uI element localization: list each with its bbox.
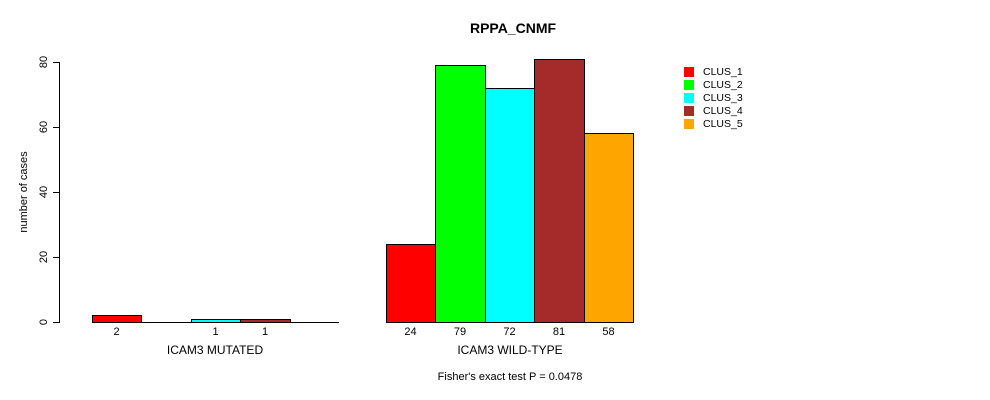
legend-item-clus_5: CLUS_5 <box>684 118 743 131</box>
y-tick-mark <box>53 322 59 323</box>
y-tick-mark <box>53 192 59 193</box>
bar-icam3-mutated-clus_4 <box>240 319 291 323</box>
legend-swatch-clus_4 <box>684 106 694 117</box>
bar-value-label: 24 <box>404 326 417 338</box>
legend-swatch-clus_1 <box>684 66 694 77</box>
bar-value-label: 81 <box>552 326 566 338</box>
legend-swatch-clus_3 <box>684 92 694 103</box>
y-tick-mark <box>53 62 59 63</box>
legend-swatch-clus_5 <box>684 119 694 130</box>
legend-label: CLUS_1 <box>703 65 743 78</box>
bar-value-label: 1 <box>212 326 219 338</box>
y-tick-label: 80 <box>38 55 50 69</box>
bar-icam3-wild-type-clus_2 <box>435 65 486 323</box>
bar-icam3-wild-type-clus_3 <box>485 88 535 323</box>
y-tick-mark <box>53 257 59 258</box>
legend-item-clus_1: CLUS_1 <box>684 65 743 78</box>
bar-icam3-wild-type-clus_5 <box>584 133 634 323</box>
legend-label: CLUS_5 <box>703 118 743 131</box>
legend-label: CLUS_4 <box>703 105 743 118</box>
chart-title: RPPA_CNMF <box>469 20 557 36</box>
y-tick-label: 40 <box>38 185 50 199</box>
bar-icam3-mutated-clus_1 <box>92 315 142 323</box>
bar-value-label: 72 <box>503 326 516 338</box>
y-tick-mark <box>53 127 59 128</box>
legend: CLUS_1 CLUS_2 CLUS_3 CLUS_4 CLUS_5 <box>684 65 743 131</box>
y-tick-label: 60 <box>38 120 50 134</box>
y-axis-line <box>59 62 60 323</box>
legend-item-clus_4: CLUS_4 <box>684 105 743 118</box>
bar-value-label: 1 <box>261 326 269 338</box>
legend-swatch-clus_2 <box>684 79 694 90</box>
bar-icam3-mutated-clus_3 <box>191 319 241 323</box>
group-label-icam3-wild-type: ICAM3 WILD-TYPE <box>457 343 563 357</box>
legend-label: CLUS_3 <box>703 91 743 104</box>
legend-label: CLUS_2 <box>703 78 743 91</box>
bar-value-label: 58 <box>602 326 615 338</box>
legend-item-clus_3: CLUS_3 <box>684 91 743 104</box>
group-label-icam3-mutated: ICAM3 MUTATED <box>166 343 264 357</box>
bar-value-label: 79 <box>453 326 467 338</box>
y-tick-label: 20 <box>38 250 50 264</box>
legend-item-clus_2: CLUS_2 <box>684 78 743 91</box>
bar-icam3-wild-type-clus_4 <box>534 59 585 323</box>
bar-value-label: 2 <box>113 326 120 338</box>
fisher-test-annotation: Fisher's exact test P = 0.0478 <box>437 371 583 383</box>
y-axis-title: number of cases <box>18 151 30 233</box>
y-tick-label: 0 <box>38 318 50 326</box>
bar-icam3-wild-type-clus_1 <box>386 244 436 323</box>
